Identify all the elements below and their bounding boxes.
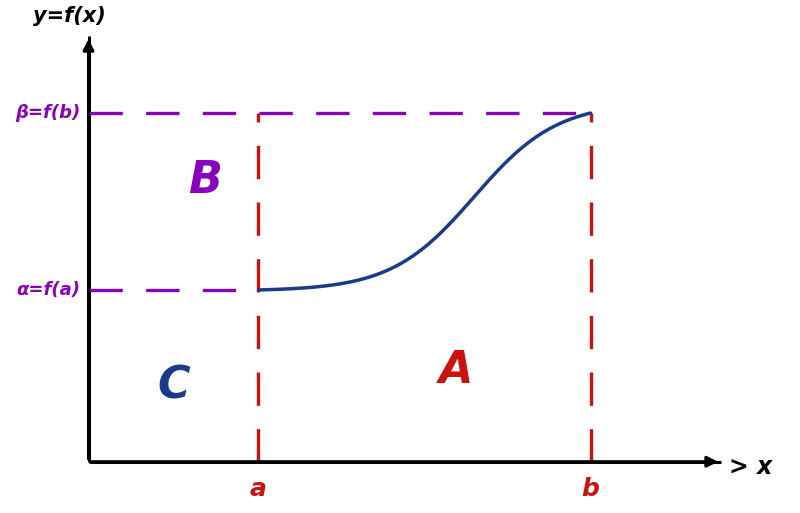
Text: y=f(x): y=f(x): [33, 6, 106, 26]
Text: β=f(b): β=f(b): [15, 104, 81, 122]
Text: B: B: [188, 160, 222, 203]
Text: b: b: [582, 477, 599, 501]
Text: > x: > x: [729, 455, 772, 479]
Text: a: a: [250, 477, 267, 501]
Text: α=f(a): α=f(a): [17, 281, 81, 299]
Text: A: A: [439, 349, 474, 392]
Text: C: C: [157, 365, 190, 408]
